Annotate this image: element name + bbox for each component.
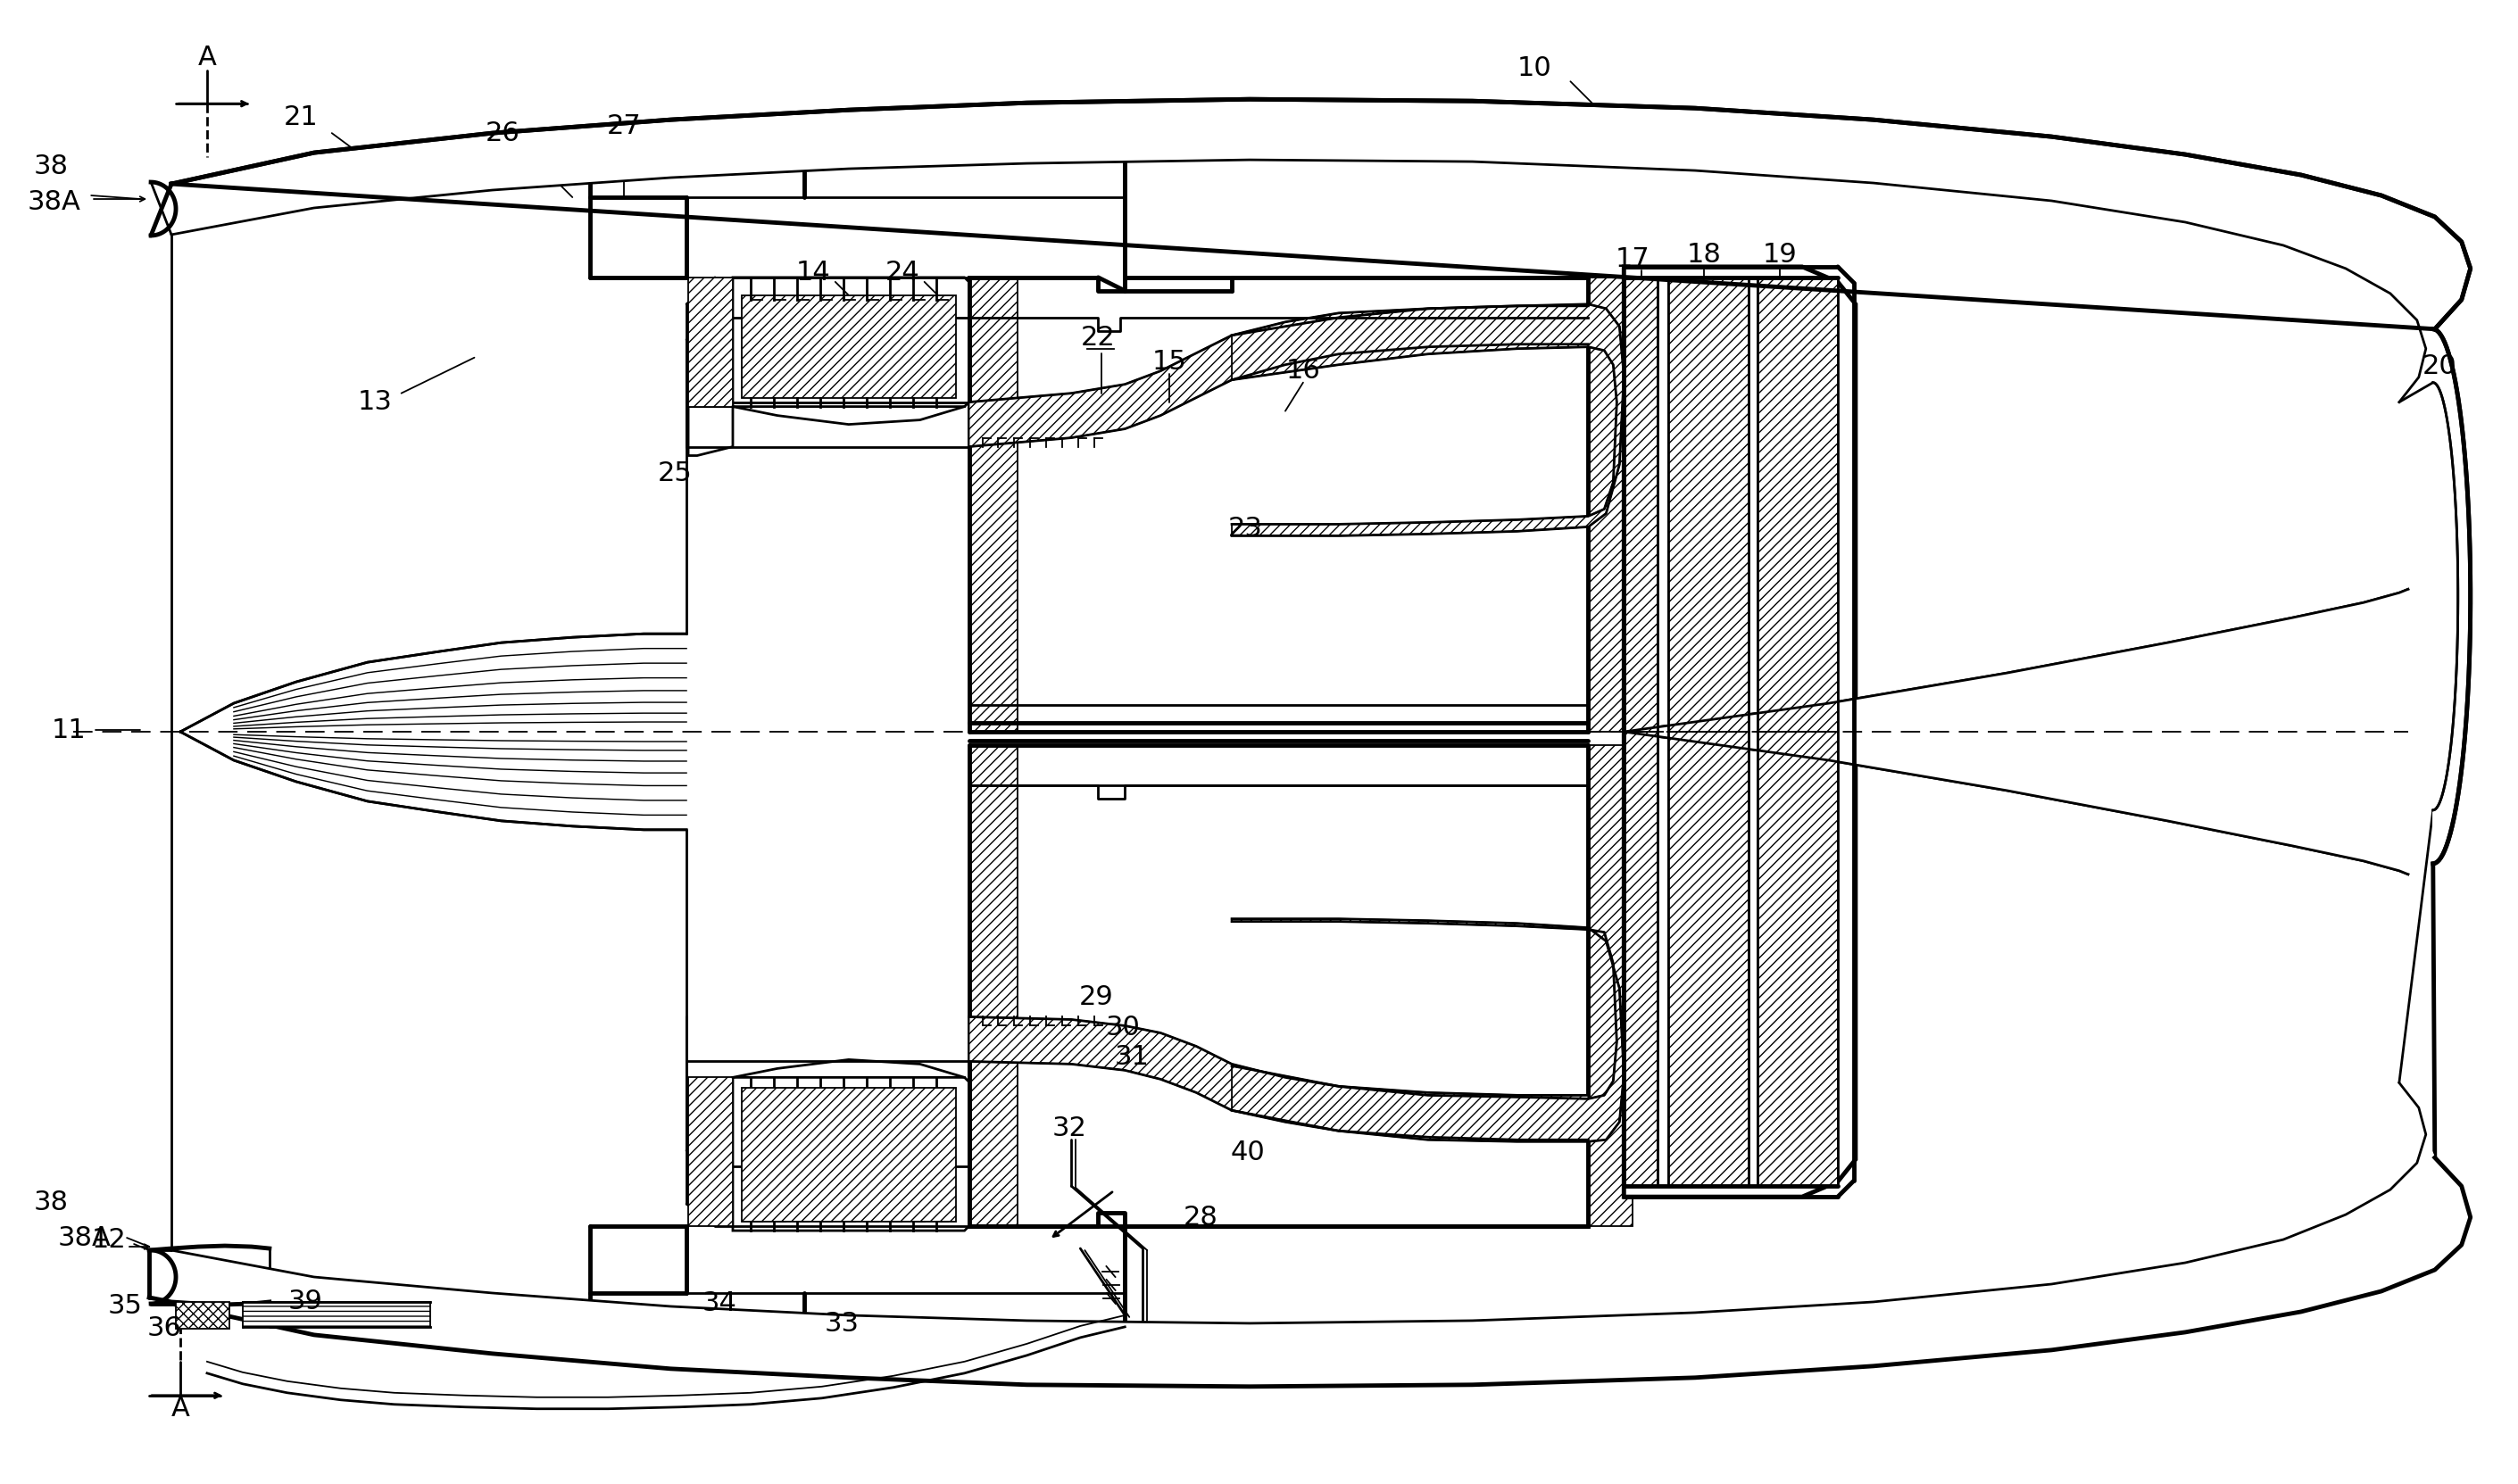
Polygon shape (1231, 304, 1624, 536)
Polygon shape (1624, 278, 1657, 732)
Text: 22: 22 (1080, 325, 1115, 350)
Text: 40: 40 (1231, 1140, 1264, 1165)
Polygon shape (969, 278, 1017, 732)
Text: 30: 30 (1105, 1015, 1141, 1040)
Polygon shape (733, 278, 969, 407)
Text: 29: 29 (1080, 984, 1113, 1011)
Text: 36: 36 (146, 1316, 181, 1342)
Text: 38: 38 (33, 1189, 68, 1215)
Text: A: A (199, 45, 217, 70)
Polygon shape (969, 1017, 1589, 1140)
Text: 33: 33 (823, 1312, 859, 1337)
Polygon shape (2432, 329, 2470, 864)
Text: 38A: 38A (58, 1224, 111, 1251)
Polygon shape (1758, 278, 1838, 732)
Text: 15: 15 (1153, 349, 1186, 375)
Text: 23: 23 (1229, 516, 1262, 542)
Polygon shape (1231, 919, 1624, 1141)
Polygon shape (687, 407, 733, 456)
Polygon shape (1669, 732, 1747, 1186)
Polygon shape (687, 1077, 733, 1226)
Text: 38: 38 (33, 153, 68, 180)
Text: 34: 34 (703, 1291, 738, 1316)
Polygon shape (176, 1301, 229, 1328)
Text: 32: 32 (1053, 1116, 1088, 1141)
Text: 19: 19 (1763, 242, 1798, 269)
Text: 14: 14 (796, 260, 831, 286)
Text: 27: 27 (607, 113, 642, 139)
Text: 24: 24 (884, 260, 919, 286)
Polygon shape (181, 634, 687, 830)
Text: 13: 13 (358, 389, 393, 416)
Polygon shape (687, 278, 733, 407)
Text: 25: 25 (657, 460, 692, 487)
Polygon shape (969, 745, 1017, 1226)
Text: 10: 10 (1518, 55, 1551, 82)
Text: 35: 35 (108, 1294, 144, 1319)
Polygon shape (1589, 278, 1632, 732)
Polygon shape (171, 99, 2470, 402)
Text: 21: 21 (285, 104, 317, 131)
Text: 17: 17 (1617, 246, 1649, 273)
Polygon shape (969, 306, 1589, 447)
Text: 39: 39 (287, 1290, 322, 1315)
Text: 26: 26 (486, 120, 521, 145)
Text: 12: 12 (91, 1227, 126, 1252)
Polygon shape (743, 295, 954, 398)
Text: A: A (171, 1396, 189, 1422)
Text: 28: 28 (1183, 1205, 1219, 1230)
Polygon shape (733, 1077, 969, 1230)
Polygon shape (1624, 732, 1657, 1186)
Text: 11: 11 (53, 717, 86, 743)
Text: 31: 31 (1115, 1043, 1148, 1070)
Text: 16: 16 (1287, 358, 1319, 384)
Text: 18: 18 (1687, 242, 1722, 269)
Text: 20: 20 (2422, 353, 2458, 380)
Polygon shape (1669, 278, 1747, 732)
Polygon shape (1589, 745, 1632, 1226)
Polygon shape (1624, 589, 2407, 874)
Polygon shape (1589, 306, 1632, 651)
Polygon shape (1624, 267, 1856, 1196)
Polygon shape (1758, 732, 1838, 1186)
Polygon shape (242, 1301, 431, 1327)
Text: 38A: 38A (28, 188, 81, 215)
Polygon shape (171, 1083, 2470, 1386)
Polygon shape (743, 1088, 954, 1221)
